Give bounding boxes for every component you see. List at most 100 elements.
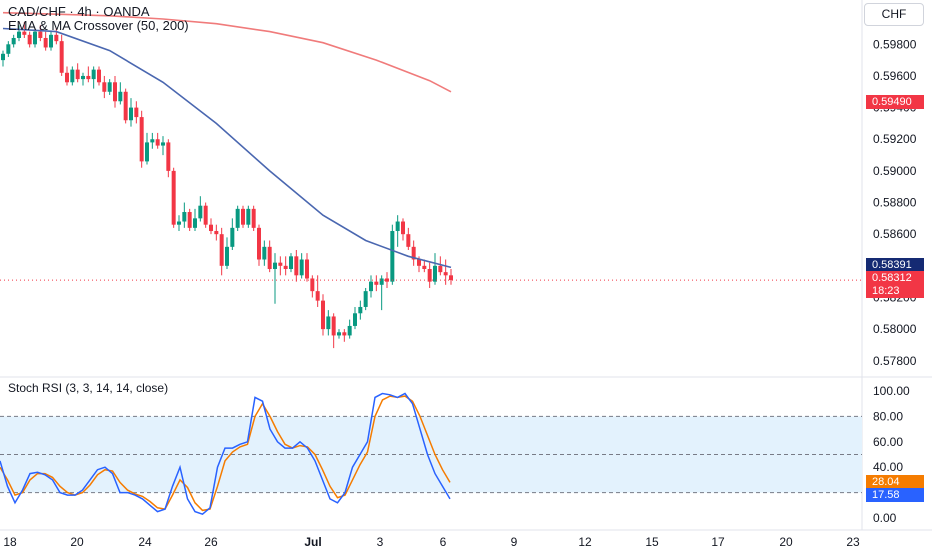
candle-body — [427, 268, 432, 282]
candle-body — [86, 75, 91, 80]
time-tick-label: 23 — [846, 535, 860, 549]
stoch-tick-label: 0.00 — [873, 511, 897, 525]
time-tick-label: 17 — [711, 535, 725, 549]
candle-body — [347, 325, 352, 336]
candle-body — [433, 265, 437, 282]
stoch-band — [0, 415, 862, 494]
price-tick-label: 0.59600 — [873, 69, 917, 83]
candle-body — [246, 208, 251, 225]
last-price-badge: 0.58312 — [866, 271, 924, 285]
candle-body — [305, 259, 309, 279]
price-tick-label: 0.58800 — [873, 196, 917, 210]
candle-body — [294, 256, 299, 276]
price-tick-label: 0.57800 — [873, 354, 917, 368]
currency-button[interactable]: CHF — [864, 3, 924, 26]
stoch-rsi-title[interactable]: Stoch RSI (3, 3, 14, 14, close) — [8, 381, 169, 395]
stoch-d-badge: 28.04 — [866, 475, 924, 489]
ma-lines — [0, 11, 862, 516]
symbol-title[interactable]: CAD/CHF · 4h · OANDA — [8, 4, 150, 19]
candle-body — [193, 218, 197, 228]
candle-body — [321, 300, 325, 330]
candle-body — [278, 262, 283, 266]
time-tick-label: 20 — [779, 535, 793, 549]
candle-body — [326, 316, 331, 330]
candle-body — [289, 256, 293, 269]
candle-body — [358, 306, 363, 314]
candle-body — [59, 41, 64, 73]
candle-body — [315, 291, 320, 301]
candle-body — [38, 31, 43, 38]
price-tick-label: 0.59800 — [873, 37, 917, 51]
price-tick-label: 0.59000 — [873, 164, 917, 178]
candle-body — [155, 139, 160, 146]
candle-body — [401, 221, 405, 235]
candle-body — [134, 107, 139, 118]
candle-body — [17, 31, 21, 38]
candle-body — [102, 82, 107, 92]
time-tick-label: 6 — [440, 535, 447, 549]
candle-body — [129, 107, 133, 121]
countdown-badge: 18:23 — [866, 284, 924, 298]
candle-body — [166, 142, 171, 171]
candle-body — [6, 44, 11, 54]
time-tick-label: 9 — [511, 535, 518, 549]
candle-body — [177, 221, 181, 225]
ma200-line — [2, 11, 452, 93]
candle-body — [65, 72, 69, 83]
indicator-title[interactable]: EMA & MA Crossover (50, 200) — [8, 18, 189, 33]
time-tick-label: 3 — [377, 535, 384, 549]
candle-body — [22, 31, 27, 35]
candle-body — [331, 316, 336, 336]
candle-body — [241, 208, 245, 225]
candle-body — [374, 281, 379, 285]
candle-body — [214, 231, 219, 235]
candle-body — [283, 265, 288, 269]
candle-body — [449, 275, 453, 281]
time-tick-label: 18 — [3, 535, 17, 549]
candle-body — [11, 37, 16, 45]
price-tick-label: 0.58600 — [873, 227, 917, 241]
candle-body — [43, 37, 48, 48]
candle-body — [118, 91, 123, 102]
stoch-k-badge: 17.58 — [866, 488, 924, 502]
candle-body — [390, 231, 395, 282]
candle-body — [438, 265, 443, 273]
candle-body — [182, 212, 187, 222]
candle-body — [395, 221, 400, 232]
ema50-price-badge: 0.58391 — [866, 258, 924, 272]
candle-body — [161, 142, 165, 146]
candle-body — [209, 224, 213, 232]
candle-body — [145, 142, 149, 162]
stoch-tick-label: 60.00 — [873, 435, 903, 449]
candle-body — [310, 278, 315, 292]
candle-body — [267, 246, 272, 269]
candle-body — [49, 34, 53, 48]
candle-body — [70, 69, 75, 83]
candle-body — [198, 205, 203, 219]
stoch-tick-label: 80.00 — [873, 409, 903, 423]
candle-body — [257, 227, 261, 260]
time-tick-label: 12 — [578, 535, 592, 549]
price-tick-label: 0.59200 — [873, 132, 917, 146]
candle-body — [91, 69, 96, 80]
candle-body — [171, 170, 176, 225]
candle-body — [273, 262, 277, 269]
candle-body — [369, 281, 373, 292]
candle-body — [203, 205, 208, 225]
candle-body — [337, 332, 341, 336]
candle-body — [107, 82, 112, 92]
candle-body — [379, 278, 384, 285]
candle-body — [353, 313, 357, 326]
candle-body — [443, 272, 448, 276]
candle-body — [251, 208, 256, 228]
candle-body — [187, 212, 192, 228]
candle-body — [342, 332, 347, 336]
candle-body — [75, 69, 80, 80]
candle-body — [33, 31, 37, 45]
candle-body — [113, 82, 117, 102]
candle-body — [299, 259, 304, 276]
candle-body — [81, 75, 85, 80]
candle-body — [417, 259, 421, 266]
